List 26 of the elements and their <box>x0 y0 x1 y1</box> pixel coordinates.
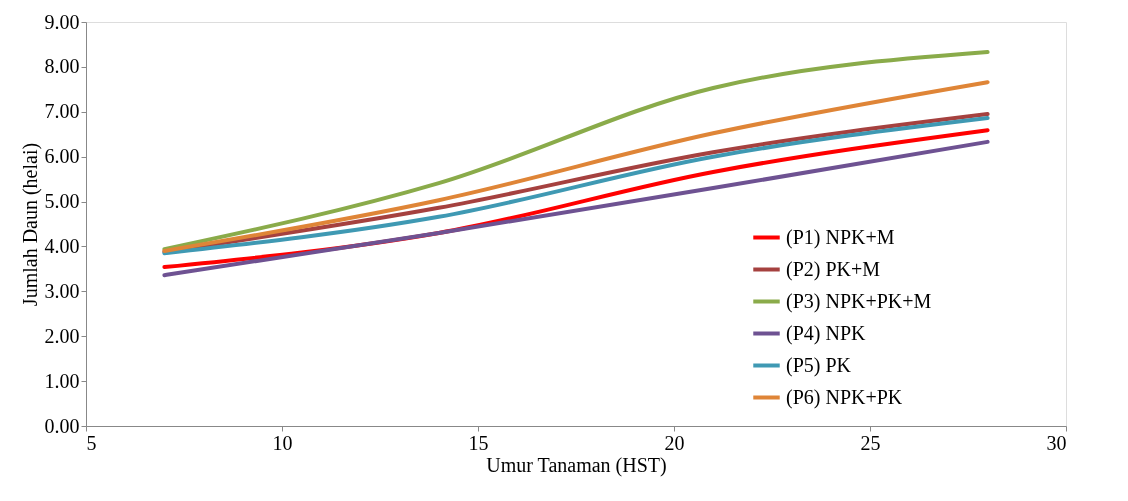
legend-label: (P2) PK+M <box>786 257 881 281</box>
y-tick-label: 7.00 <box>44 100 80 123</box>
legend-label: (P1) NPK+M <box>786 225 895 249</box>
y-tick-label: 9.00 <box>44 10 80 33</box>
y-tick-label: 1.00 <box>44 369 80 392</box>
x-tick-label: 15 <box>468 431 489 454</box>
legend-label: (P3) NPK+PK+M <box>786 289 932 313</box>
line-series <box>162 50 990 252</box>
y-tick-label: 8.00 <box>44 55 80 78</box>
y-tick-label: 6.00 <box>44 145 80 168</box>
x-tick-label: 25 <box>860 431 881 454</box>
y-tick-label: 5.00 <box>44 190 80 213</box>
legend-label: (P4) NPK <box>786 321 867 345</box>
x-tick-label: 10 <box>272 431 293 454</box>
y-tick-label: 2.00 <box>44 324 80 347</box>
legend-label: (P5) PK <box>786 353 852 377</box>
line-series <box>162 80 990 253</box>
x-tick-label: 20 <box>664 431 685 454</box>
x-tick-label: 5 <box>86 431 97 454</box>
y-axis-title: Jumlah Daun (helai) <box>18 142 42 307</box>
x-axis-title: Umur Tanaman (HST) <box>486 453 667 477</box>
y-tick-label: 3.00 <box>44 279 80 302</box>
x-tick-label: 30 <box>1046 431 1067 454</box>
legend-label: (P6) NPK+PK <box>786 385 903 409</box>
y-tick-label: 4.00 <box>44 234 80 257</box>
y-tick-label: 0.00 <box>44 414 80 437</box>
